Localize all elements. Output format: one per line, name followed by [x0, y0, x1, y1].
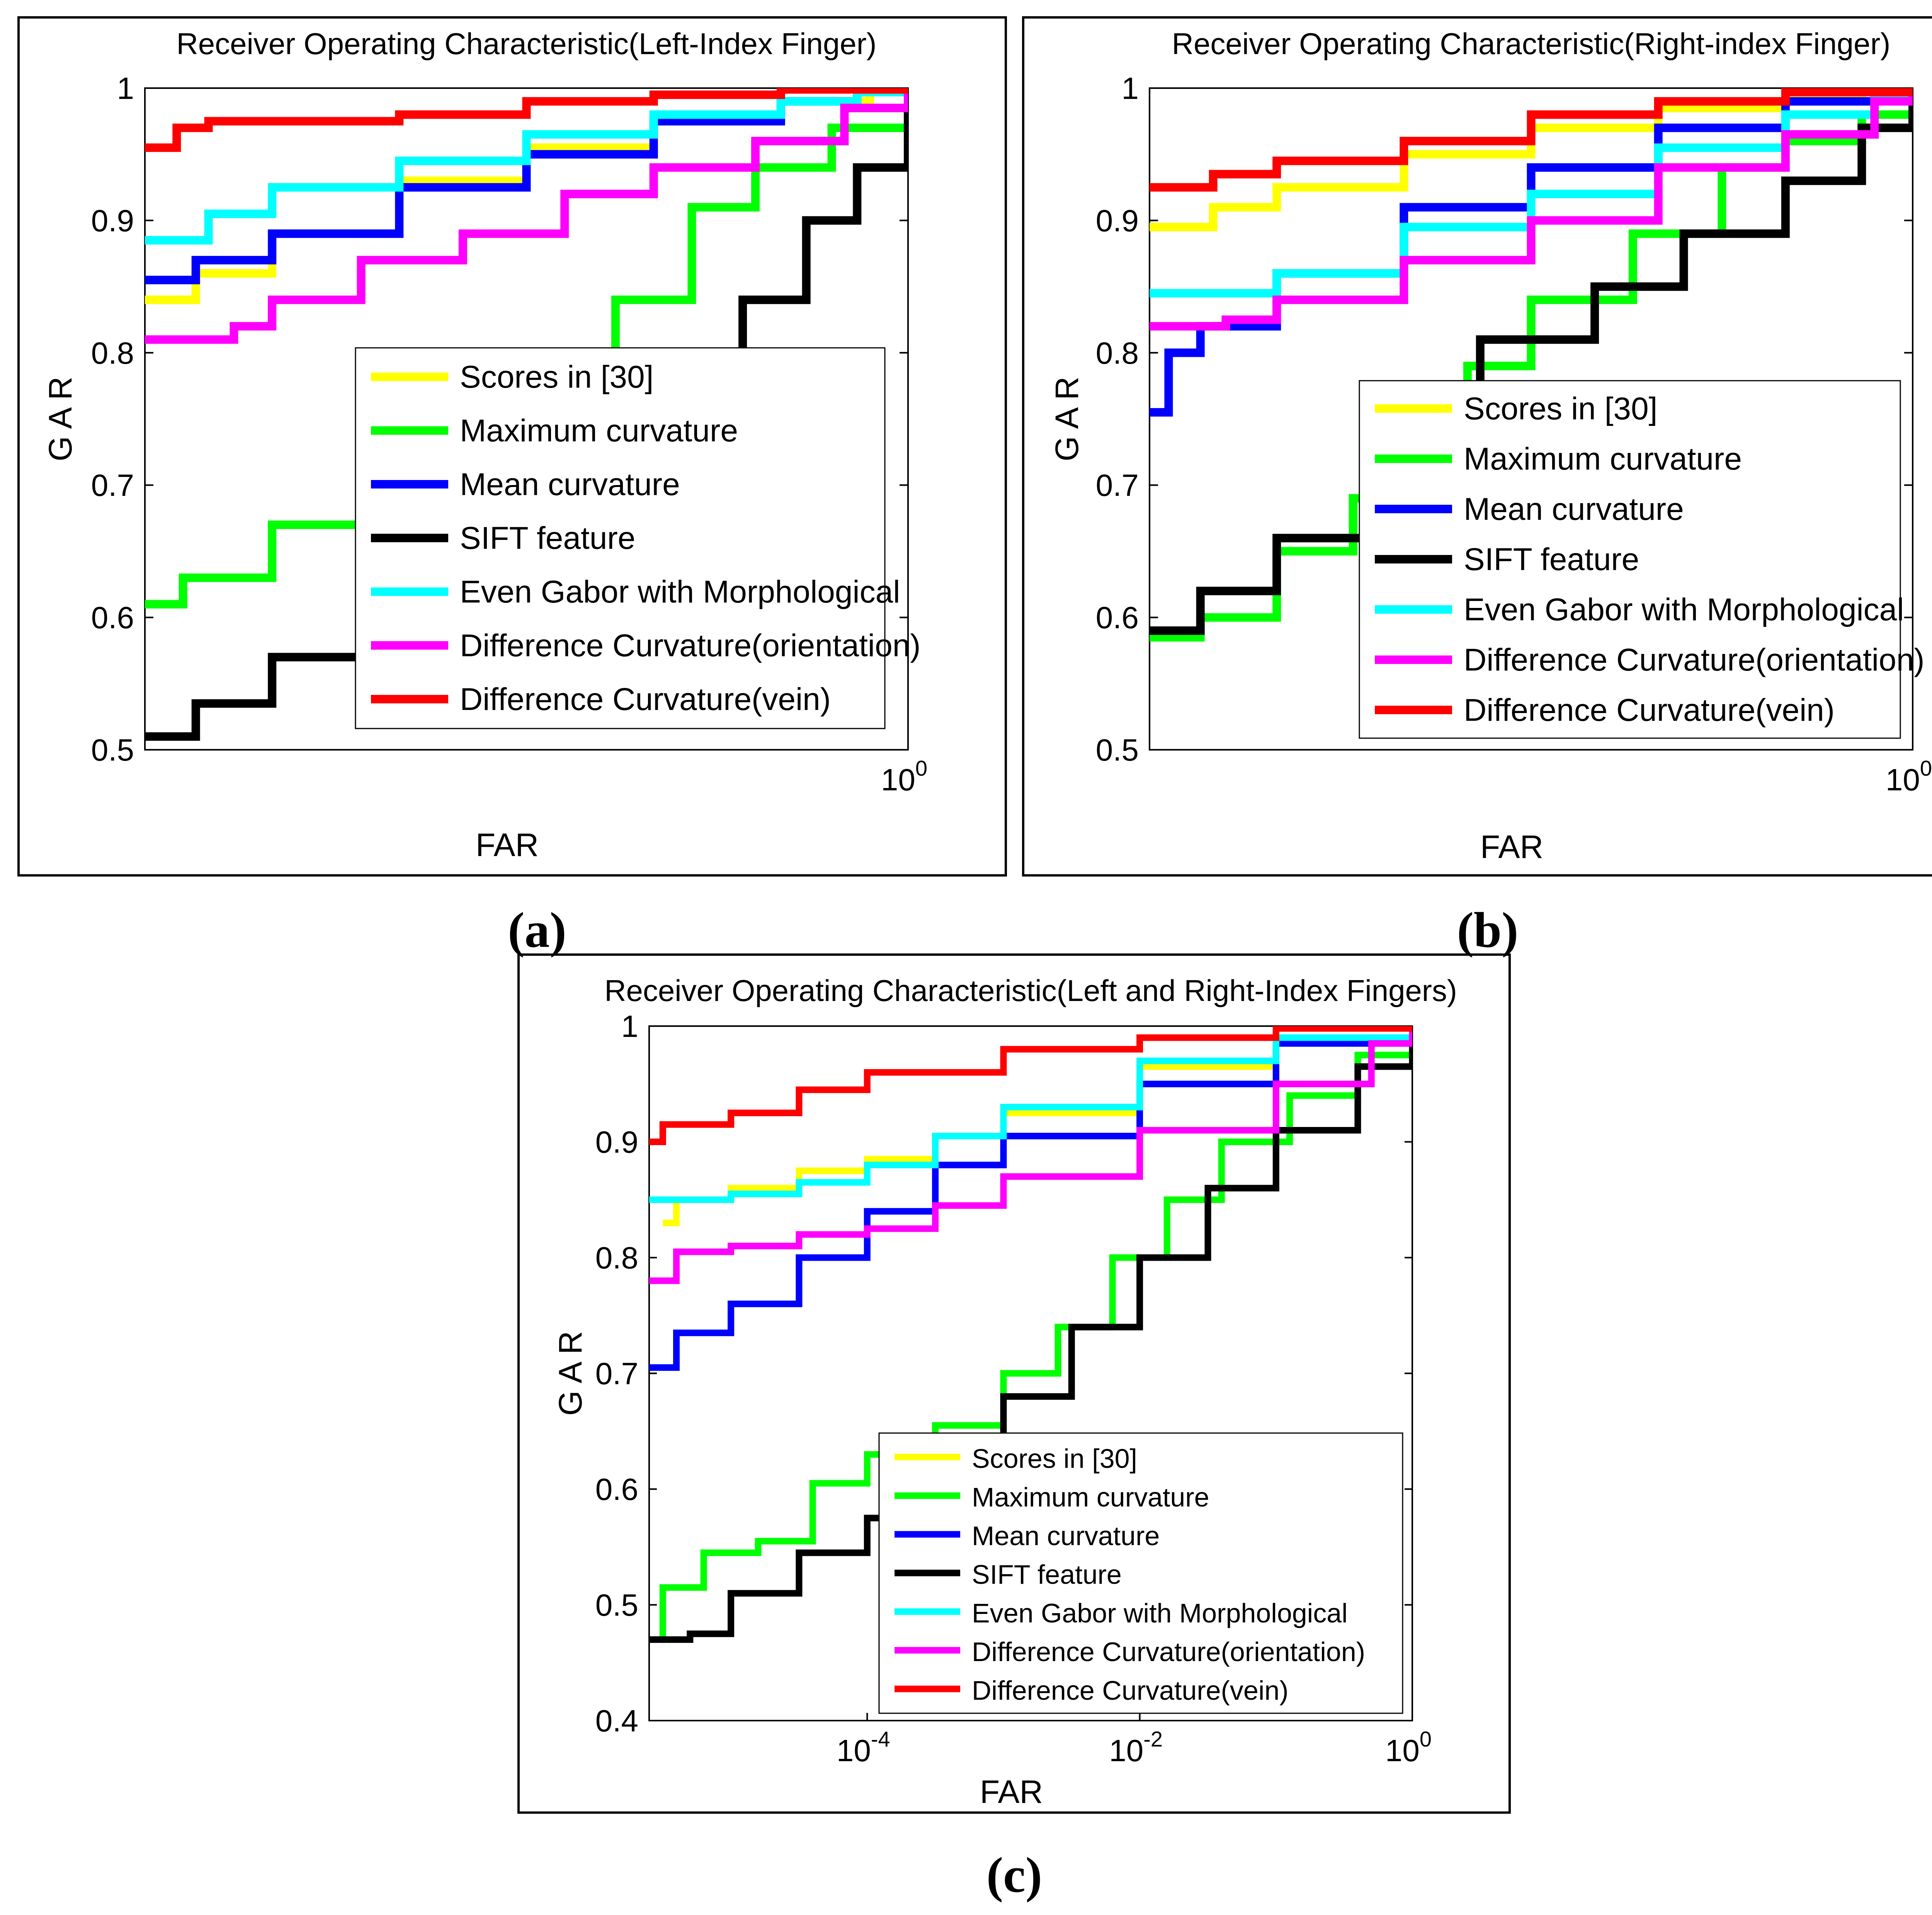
- legend: Scores in [30] Maximum curvature Mean curv…: [878, 1432, 1403, 1714]
- legend-label-sift: SIFT feature: [972, 1559, 1122, 1590]
- legend: Scores in [30] Maximum curvature Mean curv…: [1359, 380, 1925, 739]
- legend-label-scores30: Scores in [30]: [460, 359, 653, 395]
- panel-label-b: (b): [1457, 902, 1519, 958]
- legend-label-dc_orient: Difference Curvature(orientation): [972, 1637, 1365, 1667]
- y-tick-label: 0.9: [595, 1125, 638, 1159]
- legend-label-dc_orient: Difference Curvature(orientation): [460, 628, 921, 663]
- series-group: [649, 1026, 1412, 1643]
- series-line-maxcurv: [649, 1026, 1412, 1643]
- x-tick-label: 10-4: [837, 1727, 890, 1768]
- y-tick-label: 0.5: [595, 1588, 638, 1622]
- legend-label-dc_vein: Difference Curvature(vein): [460, 682, 831, 717]
- y-tick-label: 0.7: [1096, 468, 1139, 502]
- chart-title: Receiver Operating Characteristic(Right-…: [1172, 27, 1891, 61]
- legend-box: [878, 1432, 1403, 1714]
- series-line-dc_orient: [649, 1026, 1412, 1284]
- x-tick-label: 100: [1886, 756, 1932, 797]
- series-line-dc_orient: [1150, 88, 1913, 331]
- legend-label-dc_vein: Difference Curvature(vein): [972, 1675, 1289, 1706]
- chart-title: Receiver Operating Characteristic(Left-I…: [176, 27, 876, 61]
- series-line-gabor: [649, 1026, 1412, 1203]
- series-line-dc_vein: [649, 1026, 1412, 1145]
- y-tick-label: 1: [1122, 71, 1139, 106]
- legend-label-meancurv: Mean curvature: [1464, 492, 1684, 527]
- y-tick-label: 1: [621, 1009, 639, 1043]
- y-tick-label: 0.7: [595, 1357, 638, 1391]
- legend-label-sift: SIFT feature: [460, 521, 635, 556]
- y-tick-label: 0.8: [1096, 336, 1139, 370]
- legend-label-meancurv: Mean curvature: [972, 1521, 1160, 1551]
- legend-label-maxcurv: Maximum curvature: [1464, 441, 1742, 477]
- chart-title: Receiver Operating Characteristic(Left a…: [604, 974, 1457, 1008]
- y-axis-label: G A R: [552, 1331, 588, 1416]
- x-tick-label: 100: [881, 756, 927, 797]
- chart-a: Receiver Operating Characteristic(Left-I…: [42, 27, 927, 863]
- legend-label-gabor: Even Gabor with Morphological: [1464, 592, 1904, 627]
- y-tick-label: 0.5: [1096, 733, 1139, 767]
- legend-label-gabor: Even Gabor with Morphological: [972, 1598, 1348, 1628]
- legend-label-maxcurv: Maximum curvature: [972, 1482, 1209, 1512]
- y-tick-label: 0.5: [91, 733, 134, 767]
- legend: Scores in [30] Maximum curvature Mean curv…: [355, 347, 921, 729]
- y-tick-label: 0.6: [595, 1472, 638, 1506]
- y-axis-label: G A R: [1049, 376, 1085, 461]
- y-tick-label: 0.8: [595, 1241, 638, 1275]
- y-tick-label: 0.8: [91, 336, 134, 370]
- series-line-dc_vein: [145, 88, 908, 152]
- series-line-dc_vein: [1150, 88, 1913, 192]
- x-tick-label: 10-2: [1109, 1727, 1163, 1768]
- legend-label-scores30: Scores in [30]: [972, 1443, 1137, 1474]
- y-tick-label: 0.9: [91, 203, 134, 238]
- panel-label-a: (a): [508, 902, 566, 958]
- legend-label-dc_vein: Difference Curvature(vein): [1464, 693, 1835, 728]
- chart-b: Receiver Operating Characteristic(Right-…: [1049, 27, 1932, 865]
- series-line-dc_orient: [145, 88, 908, 344]
- legend-label-gabor: Even Gabor with Morphological: [460, 574, 900, 609]
- x-tick-label: 100: [1385, 1727, 1432, 1768]
- series-line-gabor: [145, 88, 908, 245]
- series-line-sift: [1150, 88, 1913, 635]
- legend-label-meancurv: Mean curvature: [460, 467, 680, 502]
- x-axis-label: FAR: [980, 1774, 1043, 1810]
- legend-label-sift: SIFT feature: [1464, 542, 1639, 577]
- y-tick-label: 0.9: [1096, 203, 1139, 238]
- y-tick-label: 1: [117, 71, 134, 106]
- y-tick-label: 0.6: [91, 601, 134, 635]
- x-axis-label: FAR: [476, 827, 539, 863]
- y-tick-label: 0.6: [1096, 601, 1139, 635]
- series-group: [1150, 88, 1913, 642]
- chart-c: Receiver Operating Characteristic(Left a…: [552, 974, 1457, 1810]
- y-tick-label: 0.7: [91, 468, 134, 502]
- legend-label-maxcurv: Maximum curvature: [460, 413, 738, 448]
- y-tick-label: 0.4: [595, 1704, 638, 1738]
- legend-label-dc_orient: Difference Curvature(orientation): [1464, 642, 1925, 677]
- y-axis-label: G A R: [42, 376, 78, 461]
- x-axis-label: FAR: [1480, 829, 1543, 865]
- panel-label-c: (c): [986, 1847, 1042, 1903]
- legend-label-scores30: Scores in [30]: [1464, 391, 1657, 426]
